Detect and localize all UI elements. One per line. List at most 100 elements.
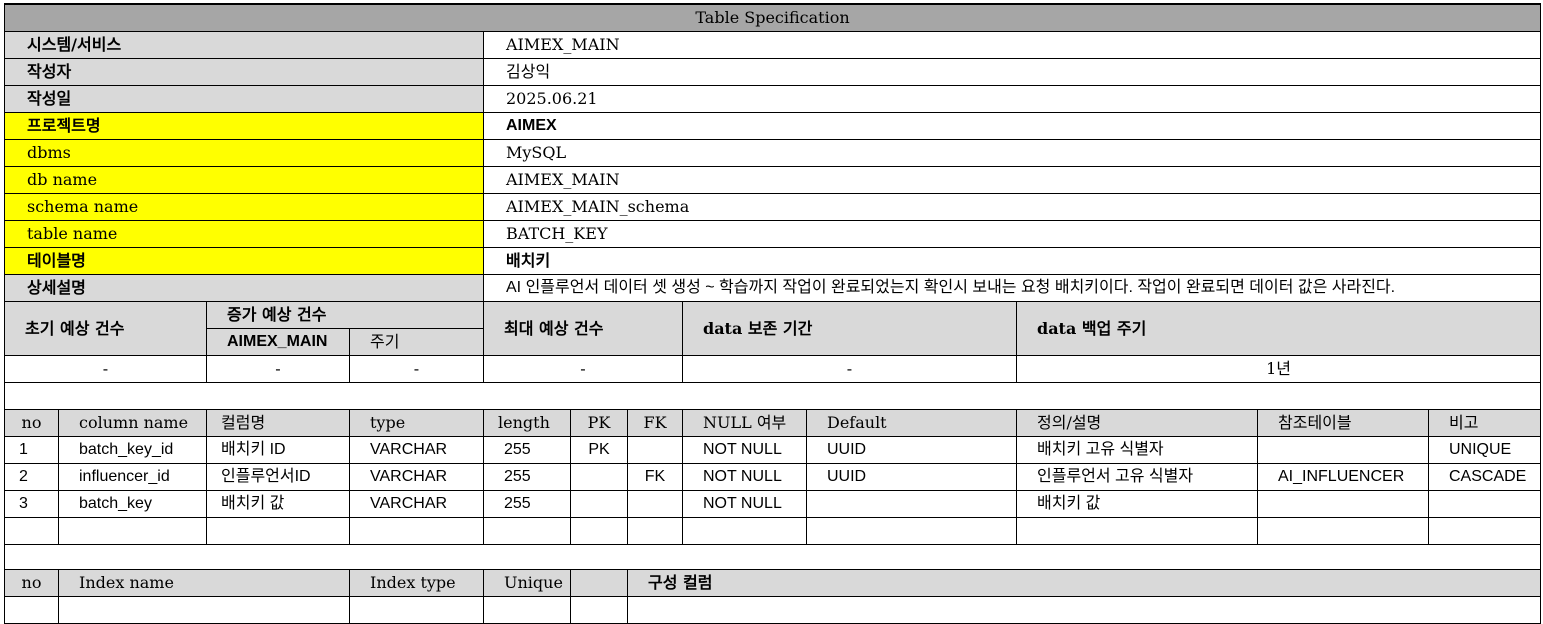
- spacer-row: [3, 382, 1542, 410]
- col-header-desc: 정의/설명: [1016, 409, 1258, 437]
- col-header-fk: FK: [627, 409, 683, 437]
- increase-sub-db: AIMEX_MAIN: [206, 328, 350, 356]
- info-label: 상세설명: [4, 274, 484, 302]
- cell-length: 255: [483, 463, 571, 491]
- col-header-ref: 참조테이블: [1257, 409, 1429, 437]
- info-value: AIMEX_MAIN: [482, 31, 1542, 59]
- col-header-pk: PK: [570, 409, 628, 437]
- cell-fk: [627, 436, 683, 464]
- cell-no: 3: [4, 490, 59, 518]
- initial-count-value: -: [4, 355, 207, 383]
- increase-sub-cycle: 주기: [349, 328, 484, 356]
- info-value: AIMEX_MAIN: [482, 166, 1542, 194]
- info-row: 작성일 2025.06.21: [4, 85, 1542, 113]
- spacer-row: [3, 544, 1542, 570]
- info-label: 테이블명: [4, 247, 484, 275]
- info-row: dbms MySQL: [4, 139, 1542, 167]
- index-header-columns: 구성 컬럼: [626, 569, 1542, 597]
- cell-note: [1427, 490, 1542, 518]
- info-value: AIMEX_MAIN_schema: [482, 193, 1542, 221]
- increase-cycle-value: -: [349, 355, 484, 383]
- info-row: 상세설명 AI 인플루언서 데이터 셋 생성 ~ 학습까지 작업이 완료되었는지…: [4, 274, 1542, 302]
- info-value: AIMEX: [482, 112, 1542, 140]
- cell-fk: [627, 490, 683, 518]
- info-label: schema name: [4, 193, 484, 221]
- info-label: 프로젝트명: [4, 112, 484, 140]
- sheet-title: Table Specification: [3, 3, 1542, 32]
- table-specification-sheet: Table Specification 시스템/서비스 AIMEX_MAIN 작…: [3, 3, 1542, 624]
- info-value: 2025.06.21: [482, 85, 1542, 113]
- cell-column-name: batch_key_id: [58, 436, 207, 464]
- cell-default: [806, 490, 1017, 518]
- increase-count-value: -: [206, 355, 350, 383]
- index-header-type: Index type: [349, 569, 484, 597]
- col-header-column-name: column name: [58, 409, 207, 437]
- cell-default: UUID: [806, 463, 1017, 491]
- info-row: 작성자 김상익: [4, 58, 1542, 86]
- info-row: table name BATCH_KEY: [4, 220, 1542, 248]
- volume-subheader-row: AIMEX_MAIN 주기: [5, 328, 1541, 356]
- index-header-name: Index name: [58, 569, 350, 597]
- info-row: 테이블명 배치키: [4, 247, 1542, 275]
- cell-kor-name: 배치키 값: [206, 490, 350, 518]
- info-label: table name: [4, 220, 484, 248]
- cell-ref: AI_INFLUENCER: [1257, 463, 1429, 491]
- table-row: 2 influencer_id 인플루언서ID VARCHAR 255 FK N…: [4, 463, 1542, 491]
- volume-value-row: - - - - - 1년: [4, 355, 1542, 383]
- backup-value: 1년: [1015, 355, 1542, 383]
- spec-table: Table Specification 시스템/서비스 AIMEX_MAIN 작…: [3, 3, 1542, 624]
- cell-ref: [1257, 490, 1429, 518]
- cell-no: 2: [4, 463, 59, 491]
- info-label: 시스템/서비스: [4, 31, 484, 59]
- cell-pk: PK: [570, 436, 628, 464]
- info-row: schema name AIMEX_MAIN_schema: [4, 193, 1542, 221]
- cell-kor-name: 배치키 ID: [206, 436, 350, 464]
- col-header-default: Default: [806, 409, 1017, 437]
- index-header-row: no Index name Index type Unique 구성 컬럼: [4, 569, 1542, 597]
- info-value: AI 인플루언서 데이터 셋 생성 ~ 학습까지 작업이 완료되었는지 확인시 …: [482, 274, 1542, 302]
- cell-note: UNIQUE: [1427, 436, 1542, 464]
- col-header-null: NULL 여부: [682, 409, 807, 437]
- cell-column-name: influencer_id: [58, 463, 207, 491]
- cell-kor-name: 인플루언서ID: [206, 463, 350, 491]
- volume-header-row: 초기 예상 건수 증가 예상 건수 최대 예상 건수 data 보존 기간 da…: [4, 301, 1542, 356]
- increase-count-header: 증가 예상 건수: [206, 301, 484, 329]
- cell-length: 255: [483, 490, 571, 518]
- empty-row: [4, 517, 1542, 545]
- col-header-no: no: [4, 409, 59, 437]
- col-header-note: 비고: [1427, 409, 1542, 437]
- cell-ref: [1257, 436, 1429, 464]
- info-row: db name AIMEX_MAIN: [4, 166, 1542, 194]
- cell-desc: 인플루언서 고유 식별자: [1016, 463, 1258, 491]
- cell-pk: [570, 490, 628, 518]
- info-value: BATCH_KEY: [482, 220, 1542, 248]
- cell-desc: 배치키 값: [1016, 490, 1258, 518]
- index-header-unique: Unique: [483, 569, 571, 597]
- index-header-no: no: [4, 569, 59, 597]
- backup-header: data 백업 주기: [1015, 301, 1542, 356]
- column-header-row: no column name 컬럼명 type length PK FK NUL…: [4, 409, 1542, 437]
- col-header-kor-name: 컬럼명: [206, 409, 350, 437]
- cell-null: NOT NULL: [682, 436, 807, 464]
- initial-count-header: 초기 예상 건수: [4, 301, 207, 356]
- cell-length: 255: [483, 436, 571, 464]
- cell-column-name: batch_key: [58, 490, 207, 518]
- info-value: MySQL: [482, 139, 1542, 167]
- cell-pk: [570, 463, 628, 491]
- cell-default: UUID: [806, 436, 1017, 464]
- info-label: dbms: [4, 139, 484, 167]
- cell-type: VARCHAR: [349, 463, 484, 491]
- info-label: 작성일: [4, 85, 484, 113]
- max-count-value: -: [483, 355, 683, 383]
- table-row: 3 batch_key 배치키 값 VARCHAR 255 NOT NULL 배…: [4, 490, 1542, 518]
- info-row: 시스템/서비스 AIMEX_MAIN: [4, 31, 1542, 59]
- cell-desc: 배치키 고유 식별자: [1016, 436, 1258, 464]
- retention-header: data 보존 기간: [682, 301, 1017, 356]
- cell-no: 1: [4, 436, 59, 464]
- col-header-length: length: [483, 409, 571, 437]
- info-row: 프로젝트명 AIMEX: [4, 112, 1542, 140]
- cell-fk: FK: [627, 463, 683, 491]
- cell-note: CASCADE: [1427, 463, 1542, 491]
- cell-null: NOT NULL: [682, 463, 807, 491]
- info-label: 작성자: [4, 58, 484, 86]
